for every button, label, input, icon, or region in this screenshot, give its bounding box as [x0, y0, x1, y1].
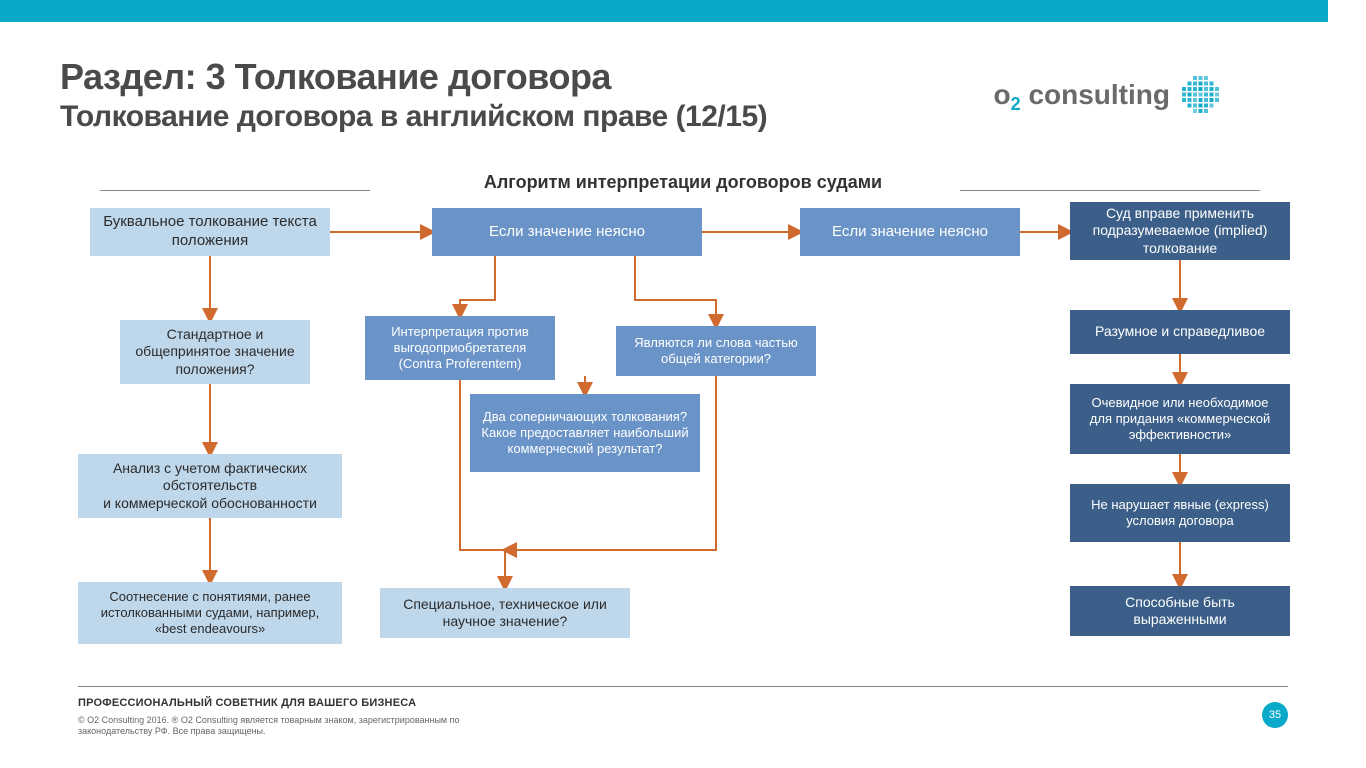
divider-right — [960, 190, 1260, 191]
flow-node-n8: Разумное и справедливое — [1070, 310, 1290, 354]
brand-logo: o2 consulting — [994, 70, 1226, 120]
footer-copyright: © O2 Consulting 2016. ® O2 Consulting яв… — [78, 715, 498, 738]
flow-node-n5: Стандартное и общепринятое значение поло… — [120, 320, 310, 384]
brand-logo-text: o2 consulting — [994, 79, 1170, 111]
footer-divider — [78, 686, 1288, 687]
flow-node-n10: Очевидное или необходимое для придания «… — [1070, 384, 1290, 454]
divider-left — [100, 190, 370, 191]
footer-tagline: ПРОФЕССИОНАЛЬНЫЙ СОВЕТНИК ДЛЯ ВАШЕГО БИЗ… — [78, 697, 1288, 709]
flow-node-n6: Интерпретация против выгодоприобретателя… — [365, 316, 555, 380]
flow-node-n1: Буквальное толкование текста положения — [90, 208, 330, 256]
flow-node-n9: Два соперничающих толкования? Какое пред… — [470, 394, 700, 472]
flow-node-n13: Соотнесение с понятиями, ранее истолкова… — [78, 582, 342, 644]
flow-node-n12: Не нарушает явные (express) условия дого… — [1070, 484, 1290, 542]
flow-node-n2: Если значение неясно — [432, 208, 702, 256]
flow-node-n15: Способные быть выраженными — [1070, 586, 1290, 636]
flow-node-n14: Специальное, техническое или научное зна… — [380, 588, 630, 638]
slide-footer: ПРОФЕССИОНАЛЬНЫЙ СОВЕТНИК ДЛЯ ВАШЕГО БИЗ… — [78, 686, 1288, 738]
globe-icon — [1176, 70, 1226, 120]
flow-node-n11: Анализ с учетом фактических обстоятельст… — [78, 454, 342, 518]
flow-node-n3: Если значение неясно — [800, 208, 1020, 256]
top-accent-bar — [0, 0, 1328, 22]
flow-node-n7: Являются ли слова частью общей категории… — [616, 326, 816, 376]
page-number-badge: 35 — [1262, 702, 1288, 728]
flow-node-n4: Суд вправе применить подразумеваемое (im… — [1070, 202, 1290, 260]
